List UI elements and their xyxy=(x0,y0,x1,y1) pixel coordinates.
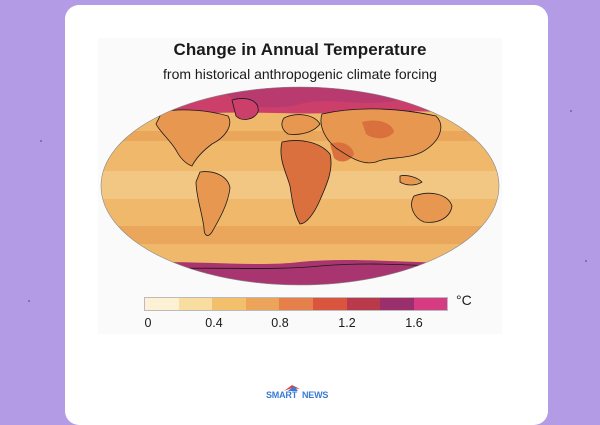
background-speck xyxy=(40,140,42,142)
background-speck xyxy=(570,110,572,112)
colorbar-tick-label: 1.2 xyxy=(338,316,356,330)
brand-logo: SMART NEWS xyxy=(262,385,342,401)
north-america xyxy=(156,109,230,166)
colorbar-tick-label: 0 xyxy=(144,316,152,330)
colorbar-swatch xyxy=(312,298,347,310)
colorbar-tick-label: 1.6 xyxy=(405,316,423,330)
world-temperature-map xyxy=(100,86,500,286)
central-asia xyxy=(362,120,394,139)
brand-text-smart: SMART xyxy=(266,390,297,400)
australia xyxy=(411,193,452,223)
background-speck xyxy=(28,300,30,302)
colorbar-swatch xyxy=(245,298,280,310)
colorbar-swatch xyxy=(380,298,414,310)
globe-outline xyxy=(100,86,500,286)
colorbar-swatch xyxy=(178,298,213,310)
colorbar-swatch xyxy=(279,298,313,310)
greenland xyxy=(232,98,259,120)
indonesia xyxy=(400,175,422,185)
colorbar-swatch xyxy=(212,298,246,310)
europe xyxy=(281,114,320,135)
colorbar-unit: °C xyxy=(456,292,472,308)
south-america xyxy=(196,171,230,236)
figure-subtitle: from historical anthropogenic climate fo… xyxy=(163,66,437,82)
colorbar-tick-label: 0.4 xyxy=(205,316,223,330)
antarctic-region xyxy=(101,260,499,285)
northern-ocean-band xyxy=(101,131,499,141)
colorbar-swatch xyxy=(413,298,448,310)
colorbar xyxy=(144,297,449,311)
bird-icon xyxy=(284,385,300,391)
figure-title: Change in Annual Temperature xyxy=(173,40,427,59)
colorbar-swatch xyxy=(145,298,179,310)
southern-ocean-band xyxy=(101,226,499,244)
brand-text-news: NEWS xyxy=(302,390,329,400)
background-speck xyxy=(585,260,587,262)
colorbar-swatch xyxy=(346,298,381,310)
colorbar-tick-label: 0.8 xyxy=(271,316,289,330)
